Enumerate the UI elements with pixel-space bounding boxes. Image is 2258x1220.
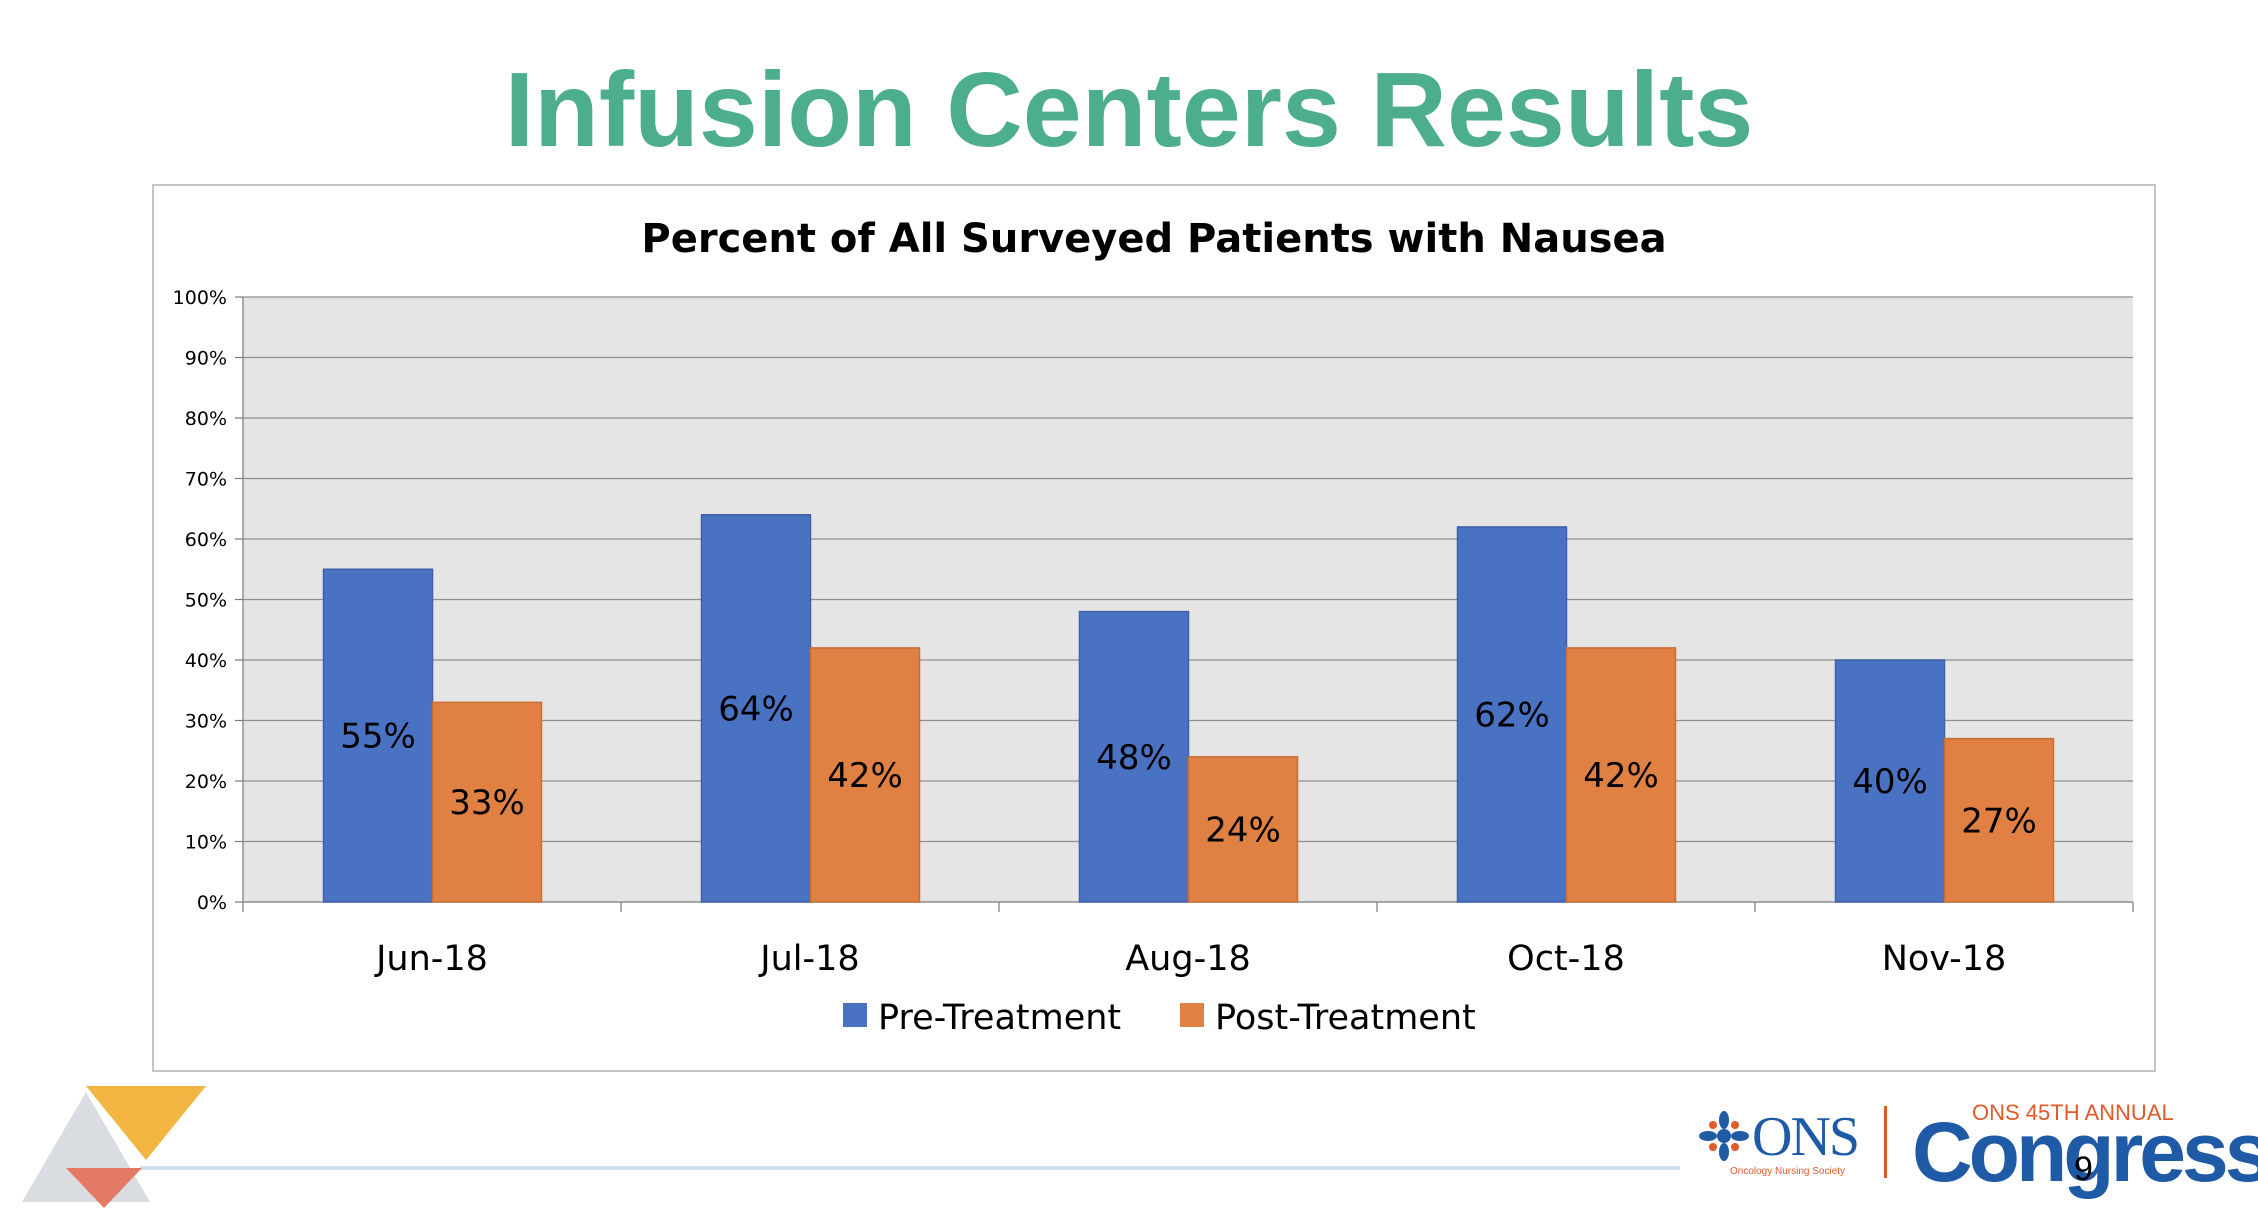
data-label: 33% bbox=[449, 783, 525, 823]
decor-triangle-red bbox=[66, 1168, 142, 1208]
y-tick-label: 20% bbox=[185, 771, 227, 793]
bar-post-treatment bbox=[431, 701, 543, 903]
x-category-label: Jul-18 bbox=[758, 939, 859, 979]
chart-title: Percent of All Surveyed Patients with Na… bbox=[641, 216, 1666, 262]
y-tick-label: 50% bbox=[185, 590, 227, 612]
data-label: 40% bbox=[1852, 762, 1928, 802]
ons-logo-text: ONS bbox=[1752, 1106, 1860, 1168]
bar-pre-treatment bbox=[1456, 526, 1568, 903]
data-label: 42% bbox=[827, 756, 903, 796]
footer-divider bbox=[140, 1166, 1680, 1170]
nausea-bar-chart: Percent of All Surveyed Patients with Na… bbox=[173, 216, 2134, 1038]
ons-star-icon bbox=[1699, 1111, 1749, 1161]
legend-pre-treatment-label: Pre-Treatment bbox=[878, 998, 1121, 1038]
x-category-label: Oct-18 bbox=[1507, 939, 1625, 979]
bar-post-treatment bbox=[1943, 737, 2055, 903]
y-tick-label: 90% bbox=[185, 348, 227, 370]
y-tick-label: 30% bbox=[185, 711, 227, 733]
legend-post-treatment-swatch bbox=[1180, 1003, 1204, 1027]
congress-annual-label: ONS 45TH ANNUAL bbox=[1972, 1100, 2174, 1125]
data-label: 62% bbox=[1474, 695, 1550, 735]
x-category-label: Nov-18 bbox=[1882, 939, 2007, 979]
data-label: 55% bbox=[340, 717, 416, 757]
bar-post-treatment bbox=[809, 647, 921, 903]
bar-pre-treatment bbox=[700, 514, 812, 903]
y-tick-label: 60% bbox=[185, 529, 227, 551]
data-label: 48% bbox=[1096, 738, 1172, 778]
bar-pre-treatment bbox=[1834, 659, 1946, 903]
logo-divider bbox=[1884, 1106, 1887, 1178]
data-label: 42% bbox=[1583, 756, 1659, 796]
legend-pre-treatment-swatch bbox=[843, 1003, 867, 1027]
y-tick-label: 80% bbox=[185, 408, 227, 430]
chart-frame: Percent of All Surveyed Patients with Na… bbox=[152, 184, 2156, 1072]
slide-title: Infusion Centers Results bbox=[504, 51, 1754, 169]
x-category-label: Jun-18 bbox=[374, 939, 488, 979]
x-category-label: Aug-18 bbox=[1125, 939, 1251, 979]
page-number: 9 bbox=[2074, 1150, 2093, 1188]
data-label: 64% bbox=[718, 689, 794, 729]
bar-post-treatment bbox=[1187, 756, 1299, 903]
data-label: 27% bbox=[1961, 801, 2037, 841]
ons-logo-subtitle: Oncology Nursing Society bbox=[1730, 1166, 1846, 1177]
bar-pre-treatment bbox=[1078, 610, 1190, 903]
decor-triangle-yellow bbox=[86, 1086, 206, 1160]
congress-logo-text: Congress bbox=[1912, 1105, 2258, 1199]
y-tick-label: 70% bbox=[185, 469, 227, 491]
legend-post-treatment-label: Post-Treatment bbox=[1215, 998, 1476, 1038]
y-tick-label: 0% bbox=[197, 892, 227, 914]
bar-post-treatment bbox=[1565, 647, 1677, 903]
y-tick-label: 40% bbox=[185, 650, 227, 672]
y-tick-label: 10% bbox=[185, 832, 227, 854]
data-label: 24% bbox=[1205, 810, 1281, 850]
y-tick-label: 100% bbox=[173, 287, 227, 309]
